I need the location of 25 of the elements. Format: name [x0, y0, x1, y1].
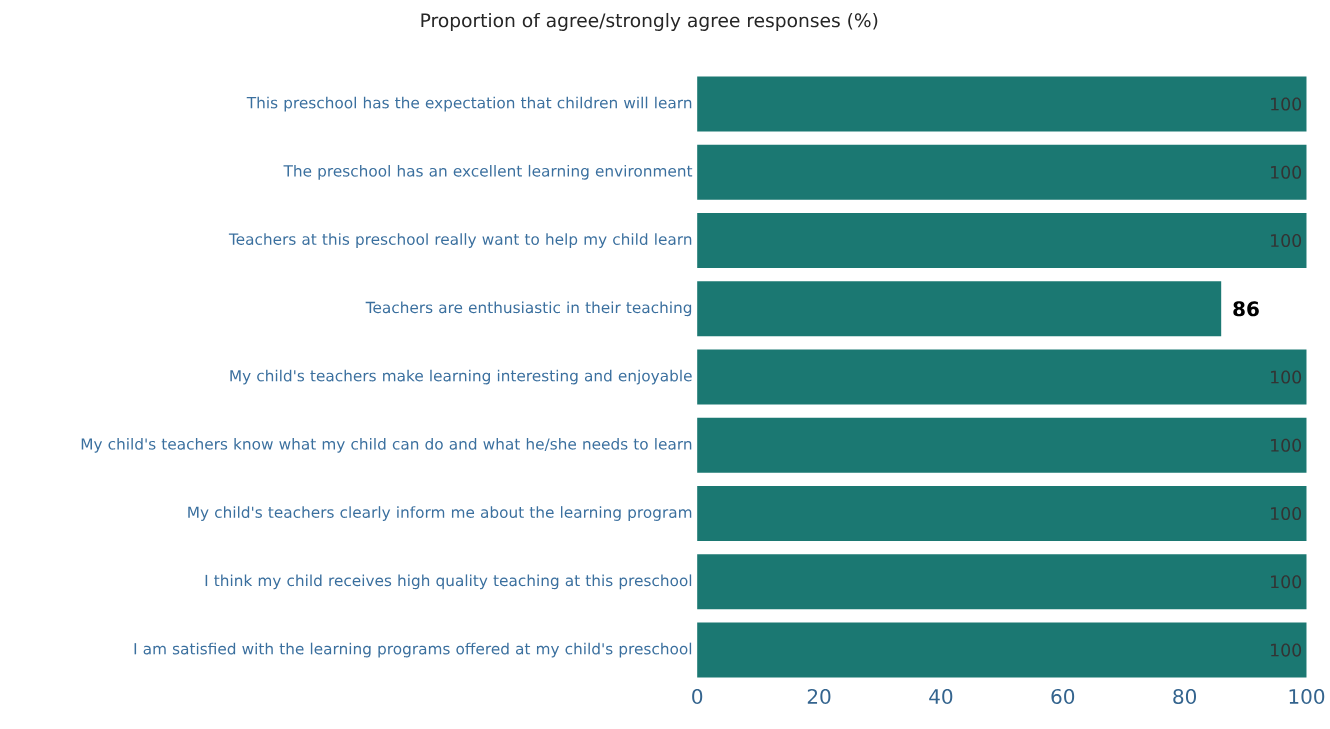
y-tick-label: My child's teachers make learning interesting and enjoyable [230, 369, 692, 385]
y-tick-label: My child's teachers clearly inform me about the learning program [188, 506, 692, 521]
data-label: 100 [1271, 506, 1302, 521]
x-tick-label: 20 [807, 688, 831, 704]
data-label: 100 [1271, 575, 1302, 589]
x-tick-label: 0 [692, 688, 703, 704]
y-tick-label: The preschool has an excellent learning environment [283, 164, 693, 180]
y-tick-label: My child's teachers know what my child can do and what he/she needs to learn [81, 437, 692, 453]
y-tick-label: Teachers at this preschool really want to help my child learn [228, 233, 692, 248]
x-tick-label: 60 [1051, 688, 1075, 704]
data-label: 100 [1271, 370, 1302, 384]
data-label: 100 [1271, 643, 1302, 657]
y-tick-label: I am satisfied with the learning programs offered at my child's preschool [134, 642, 692, 658]
y-tick-label: Teachers are enthusiastic in their teaching [365, 301, 692, 317]
data-label: 100 [1271, 233, 1302, 248]
data-label: 100 [1271, 97, 1302, 111]
data-label: 100 [1271, 438, 1302, 452]
chart-title: Proportion of agree/strongly agree responses (%) [421, 12, 878, 31]
data-label: 86 [1233, 301, 1259, 317]
x-tick-label: 80 [1173, 688, 1197, 704]
x-tick-label: 100 [1289, 688, 1325, 704]
y-tick-label: This preschool has the expectation that children will learn [246, 96, 692, 112]
x-tick-label: 40 [929, 688, 953, 704]
data-label: 100 [1271, 165, 1302, 179]
y-tick-label: I think my child receives high quality teaching at this preschool [205, 574, 692, 590]
